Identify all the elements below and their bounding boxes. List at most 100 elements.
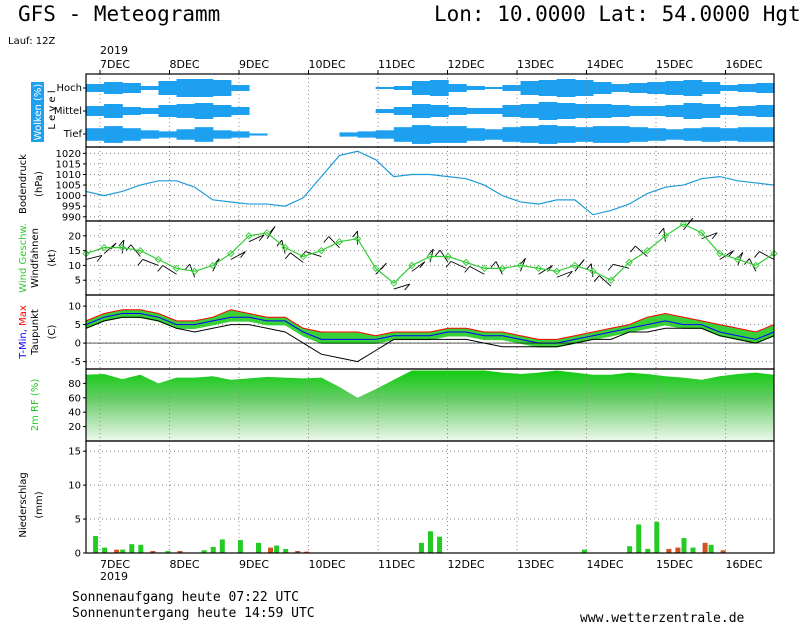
- cloud-cell: [430, 126, 449, 143]
- date-label-top: 9DEC: [239, 58, 269, 71]
- wind-barb-flag: [157, 265, 164, 272]
- wind-barb-flag: [419, 261, 426, 268]
- wind-barb-flag: [607, 264, 614, 271]
- cloud-cell: [158, 81, 178, 95]
- date-label-top: 13DEC: [517, 58, 554, 71]
- wind-speed-point: [353, 235, 362, 243]
- wind-speed-point: [317, 246, 326, 255]
- model-run: Lauf: 12Z: [8, 36, 55, 47]
- precip-bar: [274, 545, 280, 553]
- cloud-cell: [194, 127, 214, 142]
- cloud-cell: [484, 108, 504, 114]
- clouds-axis-label: Wolken (%): [33, 84, 44, 141]
- precip-bar: [636, 524, 642, 553]
- precip-bar: [120, 549, 126, 553]
- tmin-line: [85, 313, 775, 344]
- wind-barb: [248, 234, 265, 243]
- cloud-cell: [701, 104, 721, 118]
- wind-barb-flag: [464, 266, 471, 273]
- sunset-text: Sonnenuntergang heute 14:59 UTC: [72, 606, 315, 621]
- level-axis-label: L e v e l: [47, 90, 58, 129]
- wind-barb-flag: [445, 261, 452, 268]
- cloud-cell: [647, 106, 666, 116]
- wind-barb-flag: [258, 234, 265, 242]
- cloud-cell: [556, 103, 576, 119]
- cloud-cell: [393, 107, 413, 115]
- cloud-cell: [502, 85, 522, 91]
- website-link[interactable]: www.wetterzentrale.de: [580, 611, 745, 625]
- cloud-cell: [502, 105, 522, 117]
- panels: 7DEC 7DEC 8DEC 8DEC 9DEC 9DEC 10DEC 10DEC 11DEC 1…: [18, 58, 778, 571]
- wind-barb-flag: [404, 283, 411, 291]
- cloud-cell: [448, 107, 467, 115]
- precip-bar: [627, 546, 633, 553]
- cloud-cell: [592, 82, 612, 94]
- wind-barb-flag: [323, 236, 330, 243]
- temp-unit-label: (C): [47, 325, 58, 340]
- precip-bar: [129, 544, 135, 553]
- cloud-cell: [683, 103, 703, 119]
- level-label: Mittel: [54, 106, 82, 117]
- cloud-cell: [556, 79, 576, 97]
- wind-speed-point: [607, 276, 615, 284]
- precip-bar-convective: [304, 551, 310, 553]
- precip-bar: [201, 550, 207, 553]
- cloud-cell: [393, 127, 413, 142]
- wind-barb: [411, 261, 426, 272]
- date-label-bottom: 8DEC: [170, 558, 200, 571]
- y-tick-label: 995: [62, 202, 81, 213]
- wind-barb: [162, 265, 177, 275]
- cloud-cell: [502, 127, 522, 142]
- cloud-cell: [357, 131, 377, 138]
- cloud-cell: [629, 83, 648, 93]
- y-tick-label: 1005: [56, 181, 81, 192]
- clouds-label-bg: [31, 82, 44, 142]
- precip-bar: [138, 544, 144, 553]
- date-label-top: 15DEC: [656, 58, 693, 71]
- cloud-cell: [104, 82, 123, 94]
- cloud-cell: [719, 128, 739, 141]
- wind-barb-flag: [434, 249, 441, 257]
- wind-barb: [598, 275, 612, 287]
- cloud-cell: [538, 80, 558, 96]
- precip-bar-convective: [177, 550, 183, 553]
- cloud-cell: [665, 105, 685, 117]
- wind-barb-flag: [585, 263, 592, 270]
- cloud-cell: [737, 84, 757, 92]
- wind-barb: [635, 245, 648, 257]
- y-tick-label: 80: [68, 379, 81, 390]
- cloud-cell: [248, 133, 268, 136]
- wind-speed-point: [462, 258, 470, 267]
- cloud-cell: [176, 104, 196, 118]
- wind-speed-point: [643, 246, 651, 255]
- precip-bar-convective: [114, 549, 120, 553]
- wind-barb: [469, 265, 485, 275]
- wind-barb-flag: [754, 251, 760, 258]
- cloud-cell: [140, 108, 160, 114]
- pressure-unit-label: (hPa): [34, 171, 45, 197]
- precip-bar: [283, 548, 289, 553]
- wind-barb-flag: [240, 251, 246, 258]
- cloud-cell: [755, 83, 775, 93]
- wind-speed-point: [716, 249, 724, 258]
- location-coords: Lon: 10.0000 Lat: 54.0000 Hgt: 2: [434, 2, 800, 26]
- panel-frame: [85, 146, 775, 222]
- wind-speed-point: [100, 244, 108, 252]
- cloud-cell: [140, 130, 160, 139]
- wind-barb-flag: [593, 275, 600, 282]
- wind-barb: [556, 270, 573, 278]
- cloud-cell: [701, 127, 721, 142]
- y-tick-label: 60: [68, 393, 81, 404]
- wind-speed-point: [444, 252, 452, 261]
- wind-speed-point: [372, 264, 380, 272]
- wind-speed-point: [625, 258, 633, 267]
- cloud-cell: [611, 105, 630, 117]
- precip-bar-convective: [675, 547, 681, 553]
- windbarb-axis-label: Windfahnen: [30, 228, 41, 288]
- sunrise-text: Sonnenaufgang heute 07:22 UTC: [72, 590, 299, 605]
- wind-speed-point: [390, 279, 398, 287]
- wind-speed-point: [734, 255, 742, 264]
- tmax-line: [85, 309, 775, 340]
- date-label-bottom: 13DEC: [517, 558, 554, 571]
- precip-bar: [690, 547, 696, 553]
